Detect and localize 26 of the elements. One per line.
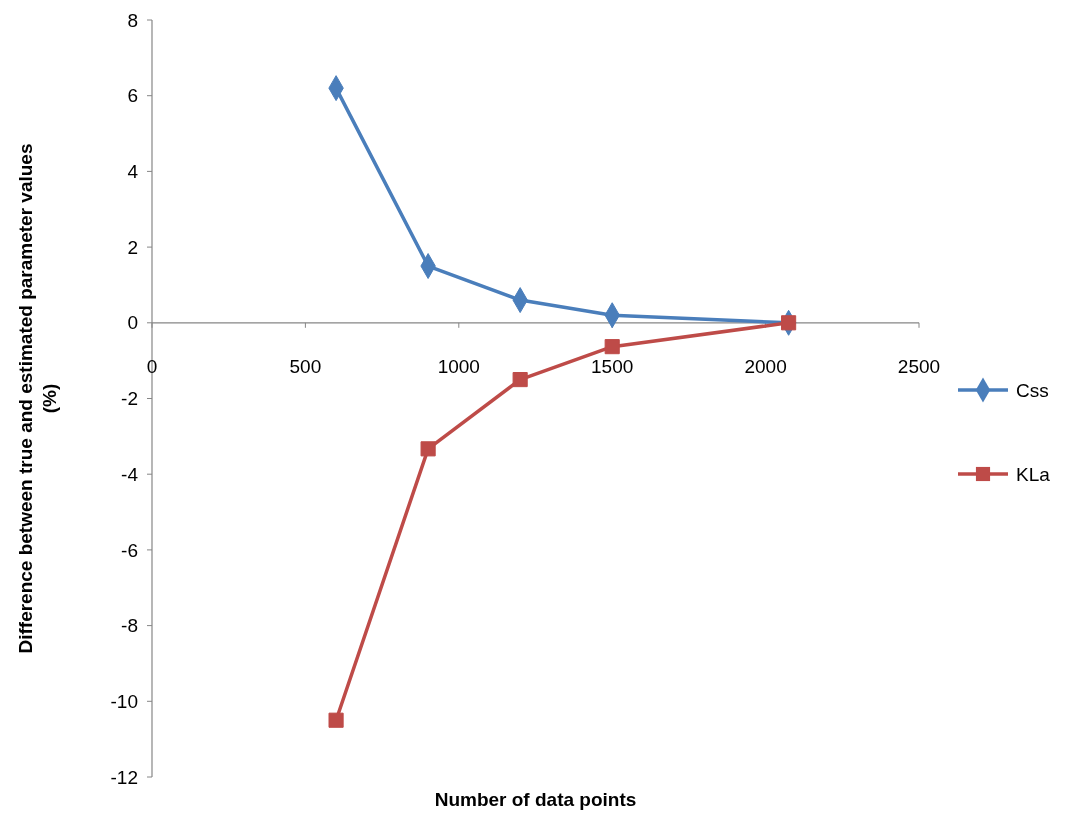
x-axis-title: Number of data points <box>434 789 637 810</box>
point <box>781 315 797 331</box>
point <box>420 441 436 457</box>
y-tick-label: -4 <box>121 463 139 485</box>
x-tick-label: 1500 <box>591 355 634 377</box>
x-tick-label: 1000 <box>437 355 480 377</box>
y-tick-label: 6 <box>127 85 138 107</box>
legend-label: KLa <box>1016 463 1051 485</box>
y-tick-label: 4 <box>127 161 139 183</box>
x-tick-label: 2000 <box>744 355 787 377</box>
y-tick-label: -10 <box>110 690 138 712</box>
y-tick-label: 0 <box>127 312 138 334</box>
x-tick-label: 0 <box>146 355 158 377</box>
point <box>328 712 344 728</box>
y-tick-label: -12 <box>110 766 138 788</box>
y-tick-label: -8 <box>121 615 138 637</box>
point <box>512 372 528 388</box>
y-tick-label: 2 <box>127 236 138 258</box>
y-tick-label: -6 <box>121 539 138 561</box>
y-axis-title: Difference between true and estimated parameter values (%) <box>15 143 60 654</box>
y-tick-label: 8 <box>127 9 138 31</box>
x-tick-label: 2500 <box>897 355 941 377</box>
legend-label: Css <box>1016 379 1049 401</box>
y-tick-label: -2 <box>121 388 138 410</box>
x-tick-label: 500 <box>289 355 322 377</box>
point <box>604 339 620 355</box>
